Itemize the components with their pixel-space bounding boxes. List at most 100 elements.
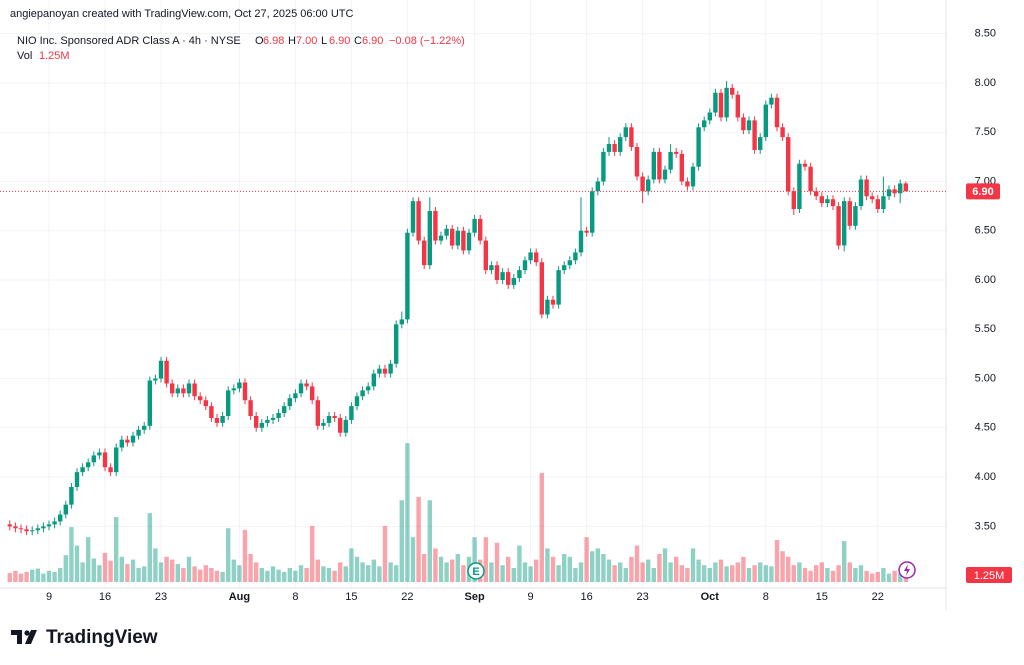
candle-body (690, 166, 696, 187)
earnings-icon[interactable] (467, 562, 485, 580)
candle-body (573, 252, 578, 261)
candle-body (91, 455, 96, 463)
candle-body (438, 235, 444, 241)
volume-bar (416, 496, 421, 582)
candle-body (399, 319, 404, 325)
candle-body (444, 228, 449, 236)
candle-body (315, 400, 320, 426)
volume-bar (248, 554, 253, 582)
volume-bar (556, 565, 561, 582)
volume-bar (735, 562, 740, 582)
candle-body (298, 383, 304, 394)
candle-body (791, 191, 796, 210)
volume-bar (573, 568, 578, 582)
volume-bar (18, 573, 24, 582)
volume-bar (91, 558, 96, 582)
candle-body (707, 112, 712, 121)
candle-body (114, 447, 119, 473)
candle-body (108, 467, 113, 473)
candle-body (746, 120, 752, 131)
volume-bar (377, 566, 382, 582)
volume-bar (500, 565, 505, 582)
candle-body (534, 252, 539, 263)
candle-body (864, 179, 869, 197)
candle-body (192, 383, 197, 397)
candle-body (623, 127, 628, 138)
candle-body (898, 183, 903, 194)
volume-bar (108, 560, 113, 582)
volume-bar (86, 537, 91, 582)
volume-bar (153, 548, 158, 582)
candles (7, 80, 908, 536)
volume-bar (382, 526, 388, 582)
candle-body (270, 417, 276, 420)
x-tick-label: 15 (816, 591, 828, 603)
volume-bar (461, 565, 466, 582)
volume-bar (265, 570, 270, 582)
candle-body (550, 299, 556, 305)
volume-bar (30, 569, 35, 582)
volume-bar (58, 568, 63, 582)
volume-bar (847, 562, 852, 582)
volume-bar (147, 513, 152, 582)
candle-body (774, 97, 780, 128)
candle-body (752, 120, 757, 150)
volume-bar (164, 556, 169, 582)
volume-bar (886, 573, 892, 582)
volume-bar (702, 565, 707, 582)
volume-bar (388, 562, 393, 582)
volume-bar (186, 556, 192, 582)
candle-body (494, 265, 500, 280)
volume-bar (326, 568, 332, 582)
candle-body (763, 104, 768, 138)
symbol-title: NIO Inc. Sponsored ADR Class A · 4h · NY… (17, 35, 241, 47)
candle-body (478, 218, 483, 241)
y-tick-label: 4.00 (975, 471, 996, 483)
candle-body (601, 151, 606, 182)
candle-body (780, 127, 785, 138)
volume-bar (842, 541, 847, 582)
x-tick-label: 9 (46, 591, 52, 603)
volume-tag-label: 1.25M (974, 570, 1005, 582)
candle-body (125, 439, 130, 443)
volume-bar (80, 562, 85, 582)
volume-bar (662, 548, 668, 582)
ohlc-key: O (255, 35, 264, 47)
candle-body (416, 201, 421, 241)
candle-body (640, 176, 645, 192)
volume-bar (528, 566, 533, 582)
x-tick-label: Oct (701, 591, 720, 603)
volume-bar (634, 545, 640, 582)
volume-bar (489, 562, 494, 582)
y-tick-label: 3.50 (975, 520, 996, 532)
volume-bar (298, 565, 304, 582)
candle-body (651, 151, 656, 180)
volume-bar (707, 568, 712, 582)
candle-body (265, 419, 270, 423)
volume-bar (550, 556, 556, 582)
candle-body (321, 422, 326, 426)
candle-body (825, 199, 830, 204)
candle-body (343, 419, 348, 433)
volume-bar (780, 551, 785, 582)
volume-bar (114, 517, 119, 582)
x-tick-label: 15 (345, 591, 357, 603)
volume-bar (791, 565, 796, 582)
candle-body (847, 201, 852, 226)
ohlc-key: L (321, 35, 327, 47)
volume-bar (203, 565, 208, 582)
candle-body (455, 230, 460, 246)
candle-body (584, 230, 589, 233)
ohlc-value: 6.98 (263, 35, 284, 47)
volume-bar (427, 500, 432, 582)
candle-body (175, 388, 180, 394)
candle-body (394, 324, 399, 364)
volume-bar (679, 565, 684, 582)
volume-bar (63, 555, 68, 582)
candle-body (209, 406, 214, 418)
y-tick-label: 8.00 (975, 77, 996, 89)
candle-body (618, 137, 623, 152)
grid (0, 0, 946, 588)
candle-body (562, 265, 567, 271)
